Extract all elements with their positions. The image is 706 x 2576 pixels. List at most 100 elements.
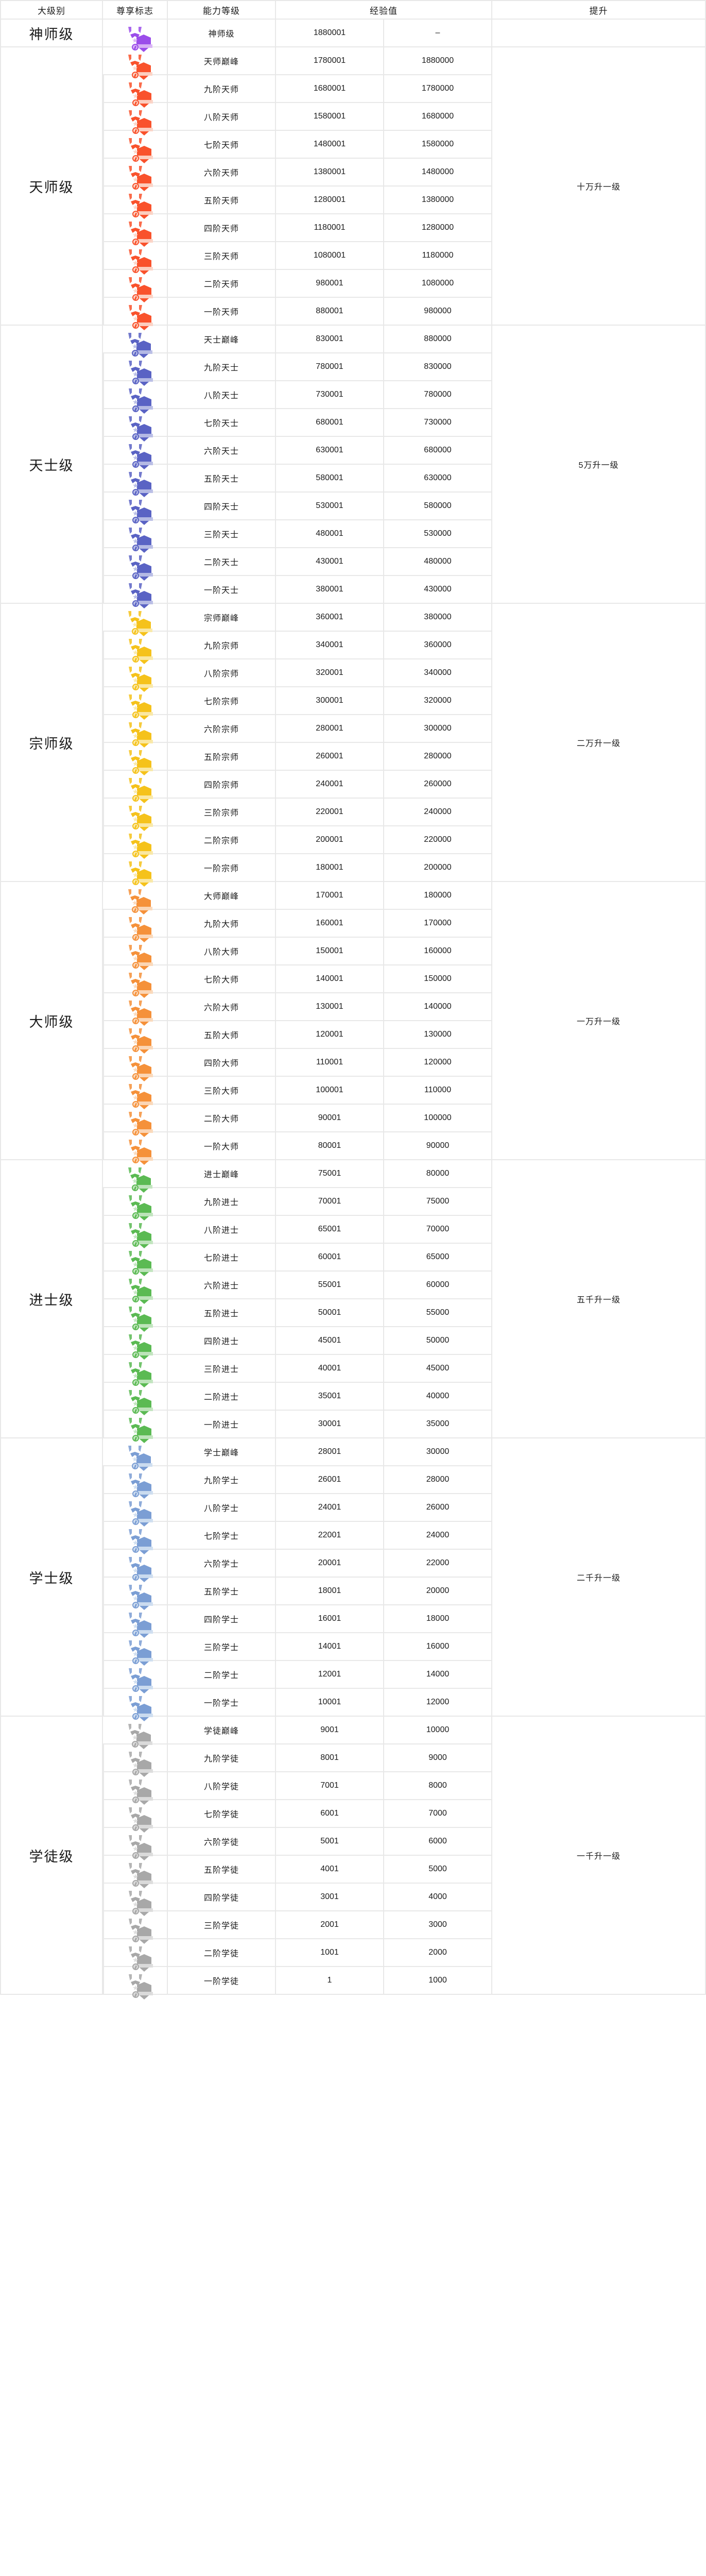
rank-badge-cell bbox=[103, 715, 168, 748]
experience-min-cell: 1001 bbox=[276, 1939, 384, 1967]
experience-max-cell: 140000 bbox=[384, 993, 492, 1021]
upgrade-requirement-cell: 十万升一级 bbox=[492, 47, 706, 326]
major-level-cell: 学士级 bbox=[0, 1438, 103, 1717]
ability-level-cell: 七阶进士 bbox=[168, 1244, 276, 1272]
experience-max-cell: 1280000 bbox=[384, 214, 492, 242]
ability-level-cell: 三阶学徒 bbox=[168, 1911, 276, 1939]
rank-badge-cell bbox=[103, 326, 168, 358]
table-row: 三阶天师 1080001 1180000 bbox=[0, 242, 706, 275]
ability-level-cell: 三阶大师 bbox=[168, 1077, 276, 1105]
ability-level-cell: 二阶天师 bbox=[168, 270, 276, 298]
rank-badge-cell bbox=[103, 1911, 168, 1944]
experience-min-cell: 70001 bbox=[276, 1188, 384, 1216]
ability-level-cell: 一阶进士 bbox=[168, 1411, 276, 1438]
ability-level-cell: 五阶进士 bbox=[168, 1299, 276, 1327]
rank-badge-cell bbox=[103, 910, 168, 942]
experience-max-cell: 780000 bbox=[384, 381, 492, 409]
experience-max-cell: 830000 bbox=[384, 353, 492, 381]
experience-min-cell: 35001 bbox=[276, 1383, 384, 1411]
experience-max-cell: 1080000 bbox=[384, 270, 492, 298]
experience-min-cell: 4001 bbox=[276, 1856, 384, 1884]
ability-level-cell: 九阶学徒 bbox=[168, 1744, 276, 1772]
ability-level-cell: 五阶学士 bbox=[168, 1578, 276, 1605]
ability-level-cell: 三阶天士 bbox=[168, 520, 276, 548]
table-row: 六阶天士 630001 680000 bbox=[0, 437, 706, 469]
rank-badge-cell bbox=[103, 1967, 168, 1999]
rank-badge-cell bbox=[103, 1077, 168, 1109]
experience-max-cell: 300000 bbox=[384, 715, 492, 743]
experience-min-cell: 50001 bbox=[276, 1299, 384, 1327]
experience-max-cell: 180000 bbox=[384, 882, 492, 910]
experience-min-cell: 340001 bbox=[276, 632, 384, 659]
experience-max-cell: 340000 bbox=[384, 659, 492, 687]
rank-level-table: 大级别 尊享标志 能力等级 经验值 提升 神师级 神师级 1880001– 天师级 天师… bbox=[0, 0, 706, 1995]
rank-badge-cell bbox=[103, 159, 168, 191]
experience-max-cell: 170000 bbox=[384, 910, 492, 938]
rank-badge-cell bbox=[103, 465, 168, 497]
rank-badge-cell bbox=[103, 771, 168, 803]
table-row: 五阶天师 1280001 1380000 bbox=[0, 187, 706, 219]
upgrade-requirement-cell bbox=[492, 20, 706, 47]
experience-min-cell: 40001 bbox=[276, 1355, 384, 1383]
rank-badge-cell bbox=[103, 576, 168, 608]
table-row: 一阶大师 80001 90000 bbox=[0, 1132, 706, 1165]
ability-level-cell: 一阶学士 bbox=[168, 1689, 276, 1717]
experience-max-cell: 240000 bbox=[384, 799, 492, 826]
table-header: 大级别 尊享标志 能力等级 经验值 提升 bbox=[0, 0, 706, 20]
experience-max-cell: 8000 bbox=[384, 1772, 492, 1800]
ability-level-cell: 天师巅峰 bbox=[168, 47, 276, 75]
table-row: 六阶大师 130001 140000 bbox=[0, 993, 706, 1026]
rank-badge-cell bbox=[103, 1188, 168, 1221]
ability-level-cell: 五阶天士 bbox=[168, 465, 276, 493]
experience-min-cell: 3001 bbox=[276, 1884, 384, 1911]
major-level-cell: 进士级 bbox=[0, 1160, 103, 1438]
experience-min-cell: 1880001 bbox=[276, 20, 384, 47]
table-row: 七阶大师 140001 150000 bbox=[0, 965, 706, 998]
experience-max-cell: 5000 bbox=[384, 1856, 492, 1884]
rank-badge-cell bbox=[103, 1021, 168, 1054]
table-row: 四阶宗师 240001 260000 bbox=[0, 771, 706, 803]
experience-max-cell: 65000 bbox=[384, 1244, 492, 1272]
upgrade-requirement-cell: 二千升一级 bbox=[492, 1438, 706, 1717]
table-row: 九阶学士 26001 28000 bbox=[0, 1466, 706, 1499]
table-row: 三阶宗师 220001 240000 bbox=[0, 799, 706, 831]
table-row: 学徒级 学徒巅峰 9001 10000 一千升一级 bbox=[0, 1717, 706, 1995]
major-level-cell: 天士级 bbox=[0, 326, 103, 604]
table-row: 一阶进士 30001 35000 bbox=[0, 1411, 706, 1443]
rank-badge-cell bbox=[103, 20, 168, 52]
rank-badge-cell bbox=[103, 75, 168, 108]
rank-badge-cell bbox=[103, 1383, 168, 1415]
header-row: 大级别 尊享标志 能力等级 经验值 提升 bbox=[0, 0, 706, 20]
experience-max-cell: 28000 bbox=[384, 1466, 492, 1494]
header-upgrade: 提升 bbox=[492, 0, 706, 20]
experience-min-cell: 20001 bbox=[276, 1550, 384, 1578]
rank-badge-cell bbox=[103, 1299, 168, 1332]
experience-min-cell: 1 bbox=[276, 1967, 384, 1995]
rank-badge-cell bbox=[103, 1049, 168, 1081]
experience-max-cell: 1180000 bbox=[384, 242, 492, 270]
rank-badge-cell bbox=[103, 1633, 168, 1666]
experience-min-cell: 160001 bbox=[276, 910, 384, 938]
experience-max-cell: 480000 bbox=[384, 548, 492, 576]
experience-min-cell: 16001 bbox=[276, 1605, 384, 1633]
experience-max-cell: 110000 bbox=[384, 1077, 492, 1105]
experience-min-cell: 120001 bbox=[276, 1021, 384, 1049]
rank-badge-cell bbox=[103, 1884, 168, 1916]
table-row: 一阶天士 380001 430000 bbox=[0, 576, 706, 608]
experience-max-cell: 1780000 bbox=[384, 75, 492, 103]
experience-max-cell: 60000 bbox=[384, 1272, 492, 1299]
upgrade-requirement-cell: 二万升一级 bbox=[492, 604, 706, 882]
table-row: 六阶学士 20001 22000 bbox=[0, 1550, 706, 1582]
experience-min-cell: 830001 bbox=[276, 326, 384, 353]
ability-level-cell: 七阶学徒 bbox=[168, 1800, 276, 1828]
rank-badge-cell bbox=[103, 1772, 168, 1805]
rank-badge-cell bbox=[103, 854, 168, 887]
ability-level-cell: 九阶天士 bbox=[168, 353, 276, 381]
table-row: 三阶进士 40001 45000 bbox=[0, 1355, 706, 1387]
experience-max-cell: 1580000 bbox=[384, 131, 492, 159]
experience-max-cell: 3000 bbox=[384, 1911, 492, 1939]
table-row: 二阶学士 12001 14000 bbox=[0, 1661, 706, 1693]
rank-badge-cell bbox=[103, 1160, 168, 1193]
ability-level-cell: 六阶天师 bbox=[168, 159, 276, 187]
experience-max-cell: 1880000 bbox=[384, 47, 492, 75]
